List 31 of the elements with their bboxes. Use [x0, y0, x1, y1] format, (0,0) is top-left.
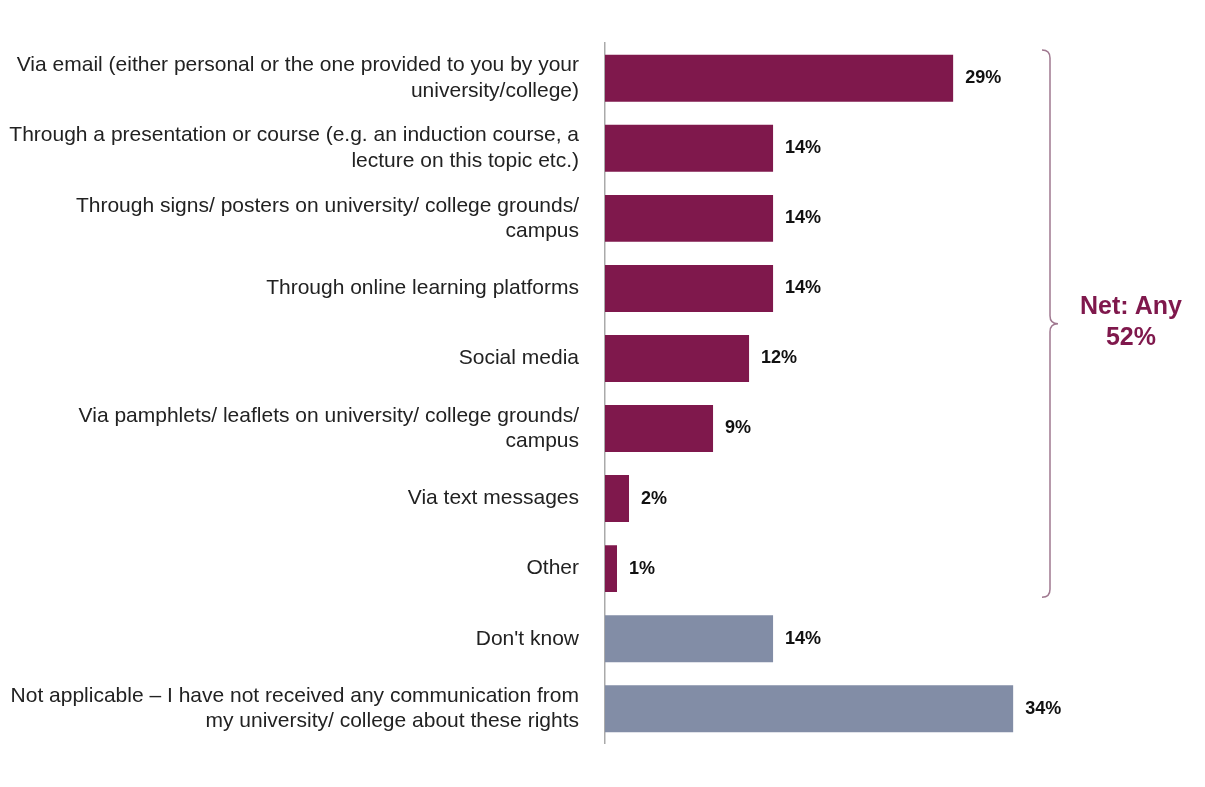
bar [605, 685, 1014, 733]
data-label: 12% [761, 347, 798, 368]
text: Net: Any 52% [1079, 290, 1183, 353]
bar [605, 335, 750, 382]
data-label: 29% [965, 67, 1002, 88]
y-tick-label: Through a presentation or course (e.g. an induction course, a lecture on this topic etc.) [9, 122, 580, 171]
data-label: 9% [725, 417, 752, 438]
data-label: 14% [785, 207, 822, 228]
bar [605, 264, 774, 312]
bar [605, 54, 954, 102]
y-tick-label: Not applicable – I have not received any communication from my university/ college about these rights [10, 682, 579, 732]
bar [605, 545, 618, 593]
y-tick-label: Other [526, 555, 579, 579]
bar [605, 405, 714, 452]
bar [605, 475, 630, 523]
y-tick-label: Don't know [475, 625, 580, 649]
data-label: 1% [629, 557, 656, 578]
data-label: 2% [641, 487, 668, 508]
y-tick-label: Social media [458, 345, 580, 369]
y-tick-label: Via pamphlets/ leaflets on university/ college grounds/ campus [78, 402, 580, 451]
y-tick-label: Via text messages [407, 485, 579, 509]
data-label: 14% [785, 277, 822, 298]
y-tick-label: Through online learning platforms [266, 275, 579, 299]
bar [605, 615, 774, 663]
data-label: 14% [785, 627, 822, 648]
y-tick-label: Through signs/ posters on university/ college grounds/ campus [75, 192, 580, 241]
bar [605, 124, 774, 172]
data-label: 14% [785, 137, 822, 158]
y-tick-label: Via email (either personal or the one provided to you by your university/college) [16, 52, 579, 101]
bar [605, 194, 774, 242]
data-label: 34% [1025, 697, 1062, 718]
